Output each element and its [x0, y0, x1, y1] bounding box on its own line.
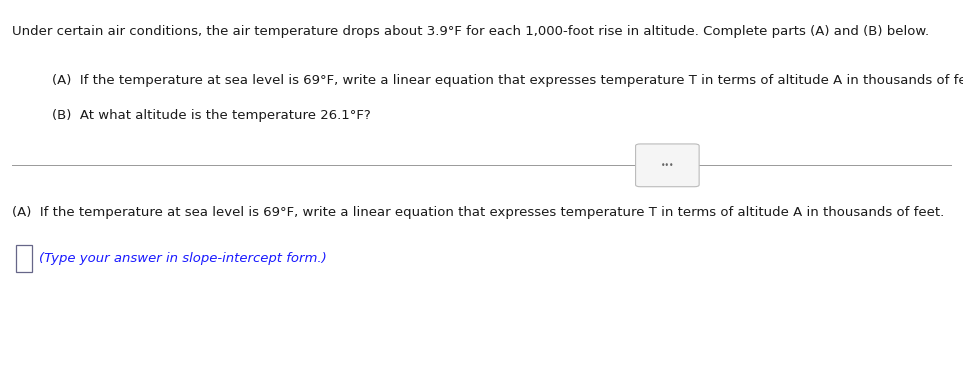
Text: (Type your answer in slope-intercept form.): (Type your answer in slope-intercept for… [39, 252, 326, 265]
Bar [16, 245, 32, 272]
Text: •••: ••• [661, 161, 674, 170]
Text: (A)  If the temperature at sea level is 69°F, write a linear equation that expre: (A) If the temperature at sea level is 6… [12, 206, 944, 219]
Text: Under certain air conditions, the air temperature drops about 3.9°F for each 1,0: Under certain air conditions, the air te… [12, 25, 928, 38]
Text: (A)  If the temperature at sea level is 69°F, write a linear equation that expre: (A) If the temperature at sea level is 6… [52, 74, 963, 87]
FancyBboxPatch shape [636, 144, 699, 187]
Text: (B)  At what altitude is the temperature 26.1°F?: (B) At what altitude is the temperature … [52, 109, 371, 122]
